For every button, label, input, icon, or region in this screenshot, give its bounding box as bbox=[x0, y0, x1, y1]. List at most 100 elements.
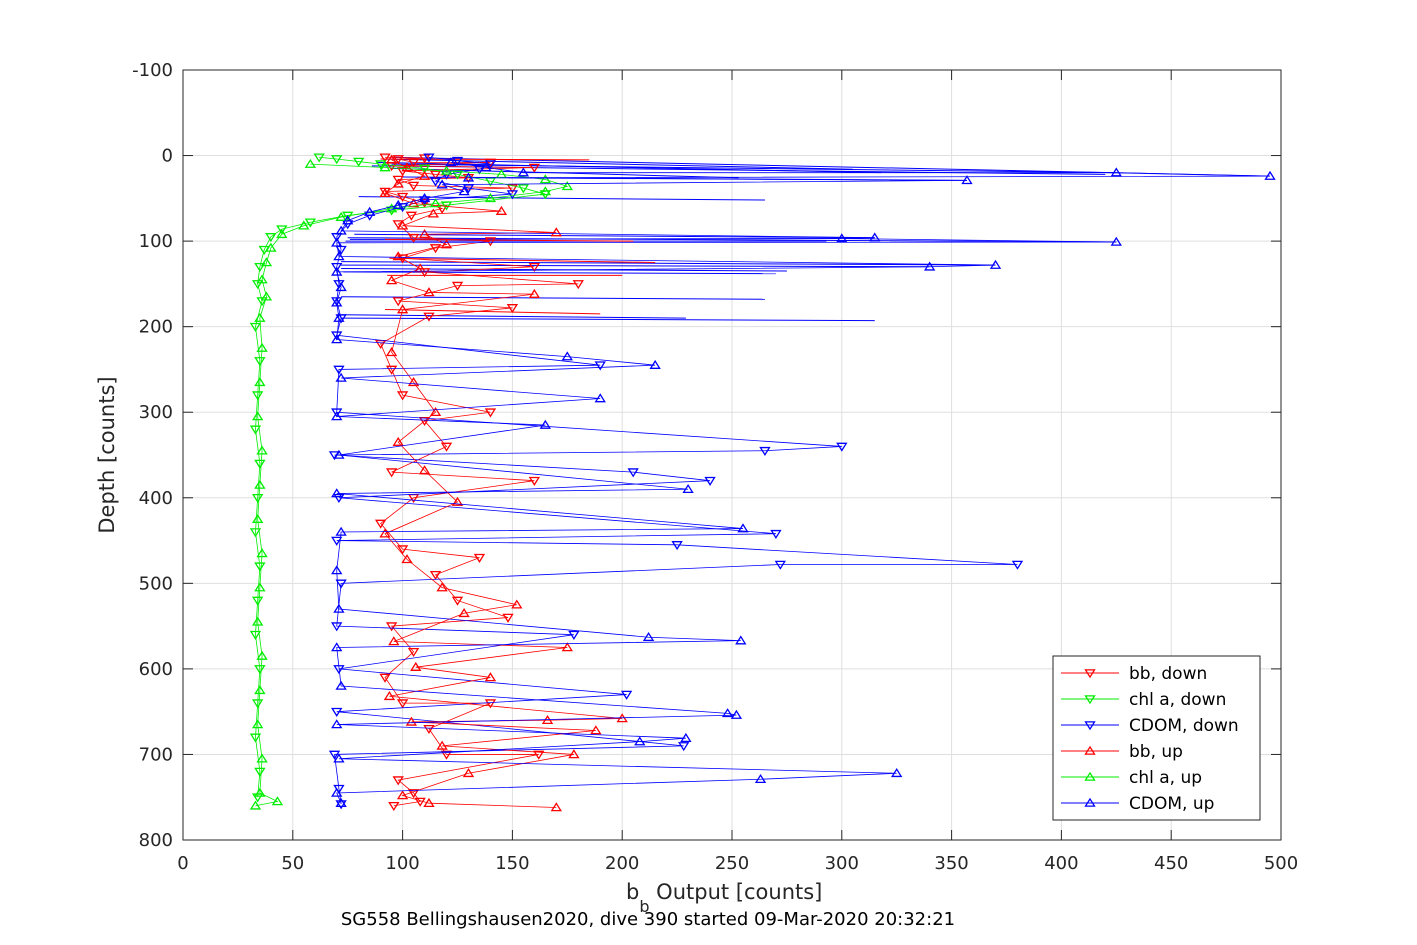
data-point bbox=[1110, 236, 1122, 246]
data-point bbox=[462, 767, 475, 778]
data-point bbox=[335, 680, 347, 690]
data-point bbox=[260, 257, 273, 267]
data-point bbox=[1264, 170, 1276, 180]
x-tick-label: 350 bbox=[934, 853, 968, 874]
x-tick-label: 300 bbox=[825, 853, 859, 874]
connector-line bbox=[389, 257, 656, 263]
data-point bbox=[254, 767, 266, 777]
connector-line bbox=[385, 309, 601, 315]
data-point bbox=[254, 479, 266, 489]
legend-entry: chl a, down bbox=[1061, 690, 1226, 710]
data-point bbox=[405, 716, 418, 726]
data-point bbox=[251, 596, 264, 606]
data-point bbox=[254, 377, 266, 387]
data-point bbox=[392, 199, 404, 209]
data-point bbox=[331, 411, 343, 421]
data-point bbox=[418, 416, 431, 427]
data-point bbox=[517, 167, 530, 177]
data-point bbox=[407, 789, 420, 799]
legend-entry: CDOM, down bbox=[1061, 716, 1239, 736]
data-point bbox=[440, 750, 453, 760]
data-point bbox=[429, 406, 442, 417]
data-point bbox=[396, 304, 409, 314]
data-point bbox=[436, 582, 448, 592]
data-point bbox=[506, 304, 519, 314]
data-point bbox=[407, 181, 420, 191]
x-tick-label: 250 bbox=[715, 853, 749, 874]
data-point bbox=[251, 699, 264, 709]
x-tick-label: 50 bbox=[281, 853, 304, 874]
data-point bbox=[265, 242, 277, 252]
data-point bbox=[451, 156, 464, 166]
x-tick-label: 400 bbox=[1044, 853, 1078, 874]
data-point bbox=[401, 162, 413, 172]
data-point bbox=[254, 459, 266, 469]
data-point bbox=[423, 287, 435, 297]
data-point bbox=[335, 800, 347, 810]
data-point bbox=[440, 239, 453, 249]
series-bb-up bbox=[379, 154, 628, 812]
data-point bbox=[502, 613, 514, 623]
data-point bbox=[423, 153, 435, 163]
legend-box bbox=[1052, 655, 1261, 821]
data-point bbox=[414, 797, 426, 807]
x-tick-label: 0 bbox=[177, 853, 188, 874]
series-line bbox=[255, 163, 569, 807]
data-point bbox=[737, 523, 749, 533]
data-point bbox=[671, 541, 683, 551]
data-point bbox=[333, 603, 345, 613]
data-point bbox=[251, 513, 264, 523]
data-point bbox=[418, 268, 431, 278]
data-point bbox=[254, 262, 266, 273]
y-tick-label: 500 bbox=[139, 573, 173, 594]
data-point bbox=[374, 519, 387, 529]
data-point bbox=[680, 732, 692, 742]
y-axis-label: Depth [counts] bbox=[95, 376, 119, 533]
data-point bbox=[331, 237, 343, 247]
data-point bbox=[480, 162, 492, 172]
data-point bbox=[385, 154, 398, 164]
data-point bbox=[407, 647, 420, 658]
data-point bbox=[451, 281, 464, 291]
data-point bbox=[539, 186, 552, 196]
x-axis-label-rest: Output [counts] bbox=[650, 880, 823, 904]
data-point bbox=[961, 175, 973, 185]
data-point bbox=[331, 331, 343, 341]
data-point bbox=[379, 162, 391, 172]
data-point bbox=[304, 218, 317, 228]
data-point bbox=[335, 579, 347, 589]
x-tick-label: 100 bbox=[385, 853, 419, 874]
data-point bbox=[396, 220, 409, 230]
data-point bbox=[331, 707, 343, 717]
data-point bbox=[770, 529, 782, 539]
data-point bbox=[392, 178, 404, 188]
data-point bbox=[418, 164, 431, 174]
data-point bbox=[254, 357, 266, 367]
data-point bbox=[533, 750, 545, 760]
y-tick-label: 800 bbox=[139, 830, 173, 851]
data-point bbox=[759, 446, 771, 456]
data-point bbox=[418, 170, 431, 180]
y-tick-label: 0 bbox=[162, 146, 173, 167]
data-point bbox=[251, 719, 264, 729]
data-point bbox=[249, 322, 262, 332]
data-point bbox=[335, 526, 347, 536]
data-point bbox=[333, 493, 345, 504]
data-point bbox=[594, 361, 606, 371]
data-point bbox=[1011, 560, 1024, 570]
data-point bbox=[335, 372, 347, 382]
data-point bbox=[429, 170, 442, 180]
data-point bbox=[484, 408, 497, 418]
data-point bbox=[678, 742, 690, 752]
data-point bbox=[331, 334, 343, 344]
data-point bbox=[511, 599, 523, 609]
data-point bbox=[423, 724, 435, 735]
data-point bbox=[506, 190, 519, 200]
y-tick-label: 300 bbox=[139, 402, 173, 423]
data-point bbox=[251, 280, 264, 290]
data-point bbox=[385, 468, 398, 478]
data-point bbox=[550, 227, 562, 237]
series-line bbox=[380, 156, 579, 807]
data-point bbox=[451, 596, 464, 606]
